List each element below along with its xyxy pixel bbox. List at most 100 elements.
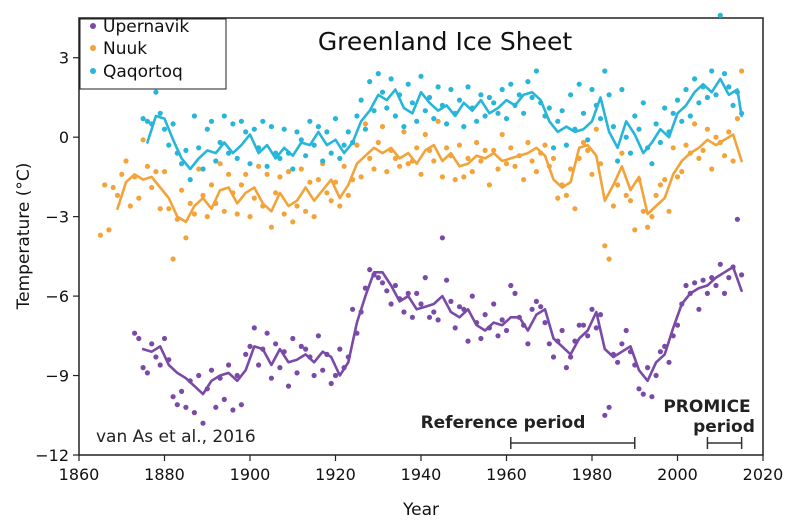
nuuk-annual-point xyxy=(726,129,732,135)
qaqortoq-annual-point xyxy=(704,94,711,101)
qaqortoq-annual-point xyxy=(521,110,527,116)
nuuk-annual-point xyxy=(106,227,112,233)
qaqortoq-annual-point xyxy=(161,126,168,132)
nuuk-annual-point xyxy=(119,171,125,177)
y-tick-label-3: −6 xyxy=(45,287,69,306)
nuuk-annual-point xyxy=(200,192,206,198)
x-tick-label-1960: 1960 xyxy=(486,465,527,484)
upernavik-annual-point xyxy=(149,341,155,347)
upernavik-annual-point xyxy=(508,282,514,289)
qaqortoq-annual-point xyxy=(337,155,343,161)
nuuk-annual-point xyxy=(585,147,591,153)
nuuk-annual-point xyxy=(161,169,168,175)
upernavik-annual-point xyxy=(213,404,219,410)
qaqortoq-annual-point xyxy=(409,100,415,106)
upernavik-annual-point xyxy=(414,290,420,296)
nuuk-annual-point xyxy=(610,203,617,209)
qaqortoq-annual-point xyxy=(230,121,236,127)
nuuk-annual-point xyxy=(149,184,155,191)
qaqortoq-annual-point xyxy=(456,97,463,103)
upernavik-annual-point xyxy=(273,341,279,347)
qaqortoq-annual-point xyxy=(281,126,287,132)
nuuk-annual-point xyxy=(401,129,407,135)
qaqortoq-annual-point xyxy=(332,116,339,122)
upernavik-annual-point xyxy=(657,349,664,355)
qaqortoq-annual-point xyxy=(435,84,441,90)
nuuk-annual-point xyxy=(602,243,608,249)
x-tick-label-1980: 1980 xyxy=(572,465,613,484)
qaqortoq-annual-point xyxy=(187,177,193,183)
y-tick-label-0: 3 xyxy=(59,49,69,68)
qaqortoq-annual-point xyxy=(717,12,723,18)
nuuk-smoothed-line xyxy=(116,133,743,224)
nuuk-annual-point xyxy=(461,174,467,180)
qaqortoq-annual-point xyxy=(388,76,394,82)
y-axis-title: Temperature (°C) xyxy=(14,163,34,311)
upernavik-annual-point xyxy=(469,293,475,299)
nuuk-annual-point xyxy=(123,158,129,164)
qaqortoq-annual-point xyxy=(208,118,215,124)
qaqortoq-annual-point xyxy=(294,129,300,135)
nuuk-annual-point xyxy=(439,174,445,180)
nuuk-annual-point xyxy=(734,116,741,122)
qaqortoq-annual-point xyxy=(602,68,608,74)
qaqortoq-annual-point xyxy=(495,110,501,116)
qaqortoq-annual-point xyxy=(580,110,587,116)
nuuk-annual-point xyxy=(452,177,458,183)
qaqortoq-annual-point xyxy=(568,92,574,98)
nuuk-annual-point xyxy=(298,166,304,172)
upernavik-annual-point xyxy=(444,277,450,283)
nuuk-annual-point xyxy=(358,174,364,180)
nuuk-annual-point xyxy=(486,182,492,188)
qaqortoq-annual-point xyxy=(674,97,681,103)
qaqortoq-annual-point xyxy=(315,124,321,130)
nuuk-annual-point xyxy=(311,214,317,220)
qaqortoq-annual-point xyxy=(341,142,347,148)
nuuk-annual-point xyxy=(525,139,531,146)
series-qaqortoq xyxy=(140,12,745,183)
nuuk-annual-point xyxy=(140,137,146,143)
nuuk-annual-point xyxy=(127,203,133,209)
upernavik-annual-point xyxy=(653,372,659,379)
nuuk-annual-point xyxy=(739,68,745,74)
upernavik-annual-point xyxy=(704,290,711,296)
upernavik-annual-point xyxy=(294,370,300,376)
qaqortoq-annual-point xyxy=(260,118,266,124)
upernavik-annual-point xyxy=(392,282,398,289)
nuuk-annual-point xyxy=(264,171,270,177)
x-tick-label-2000: 2000 xyxy=(657,465,698,484)
nuuk-annual-point xyxy=(251,195,257,201)
nuuk-annual-point xyxy=(627,198,634,204)
nuuk-annual-point xyxy=(110,184,116,191)
qaqortoq-annual-point xyxy=(653,121,659,127)
nuuk-annual-point xyxy=(623,192,629,198)
nuuk-annual-point xyxy=(341,163,347,169)
qaqortoq-annual-point xyxy=(234,155,240,161)
qaqortoq-annual-point xyxy=(153,89,159,95)
nuuk-annual-point xyxy=(572,206,578,212)
upernavik-annual-point xyxy=(717,261,723,267)
qaqortoq-annual-point xyxy=(465,84,471,90)
qaqortoq-annual-point xyxy=(384,105,390,111)
upernavik-annual-point xyxy=(140,365,146,371)
upernavik-annual-point xyxy=(234,372,240,379)
upernavik-annual-point xyxy=(721,290,728,296)
upernavik-annual-point xyxy=(529,306,535,312)
upernavik-annual-point xyxy=(350,306,356,312)
qaqortoq-annual-point xyxy=(687,113,693,119)
y-tick-label-5: −12 xyxy=(35,446,69,465)
upernavik-annual-point xyxy=(696,306,702,312)
upernavik-annual-point xyxy=(422,275,428,281)
qaqortoq-annual-point xyxy=(324,129,330,135)
upernavik-annual-point xyxy=(448,298,454,304)
nuuk-annual-point xyxy=(435,118,441,124)
qaqortoq-annual-point xyxy=(303,153,309,159)
upernavik-annual-point xyxy=(388,301,394,307)
upernavik-annual-point xyxy=(208,367,215,373)
x-axis-title: Year xyxy=(402,500,439,520)
reference-period-marker: Reference period xyxy=(421,413,636,449)
qaqortoq-annual-point xyxy=(657,139,664,146)
qaqortoq-annual-point xyxy=(692,76,698,82)
qaqortoq-annual-point xyxy=(555,118,561,124)
qaqortoq-annual-point xyxy=(529,94,535,101)
